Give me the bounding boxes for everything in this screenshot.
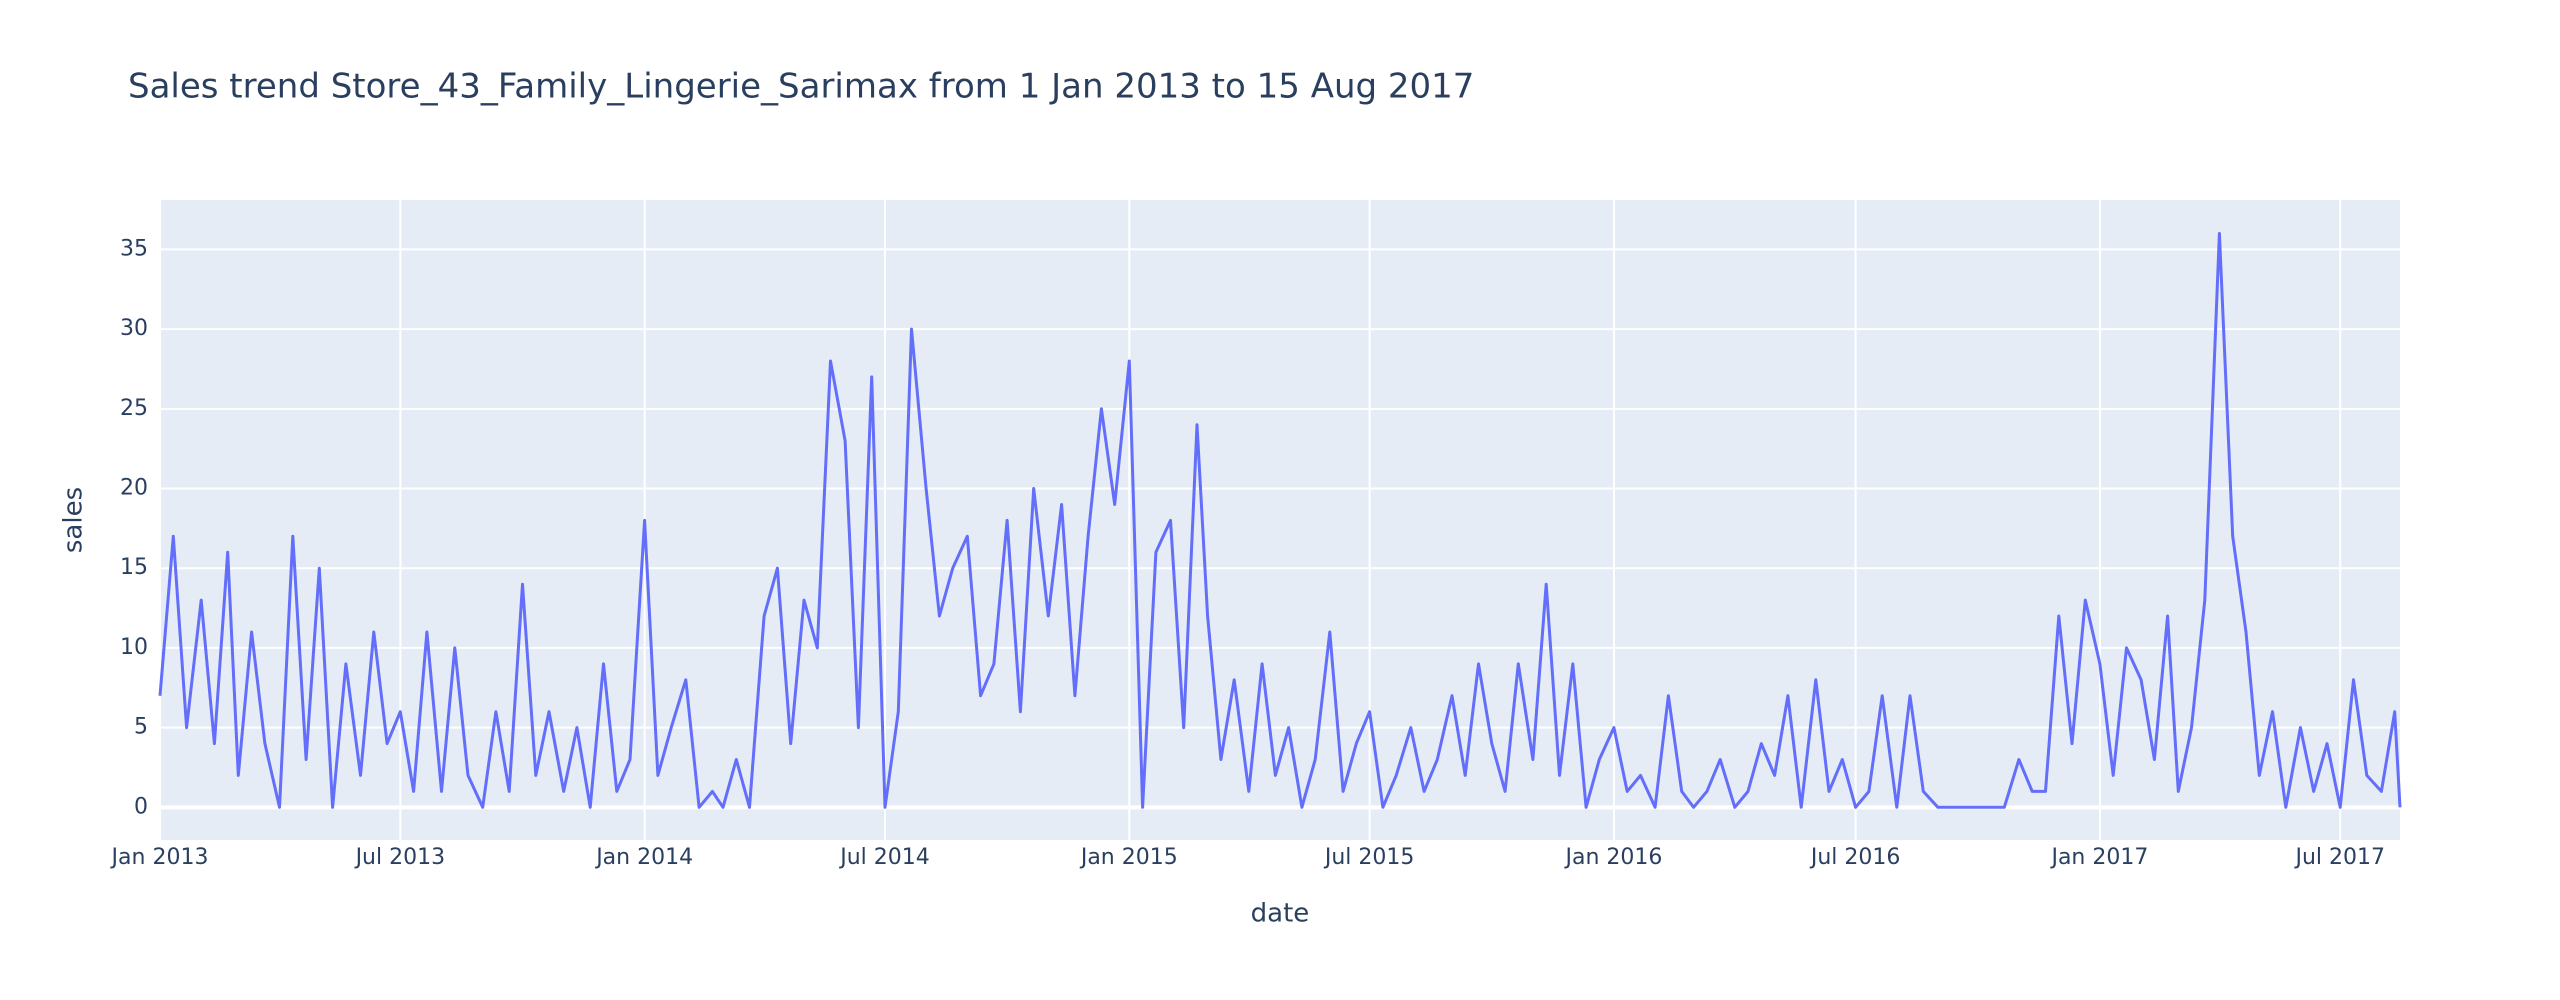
y-tick-label: 25 [120, 396, 148, 421]
x-tick-label: Jul 2015 [1323, 845, 1415, 870]
x-tick-label: Jul 2017 [2293, 845, 2385, 870]
y-tick-label: 5 [134, 715, 148, 740]
y-tick-label: 0 [134, 794, 148, 819]
sales-line [158, 232, 2402, 809]
x-tick-label: Jan 2014 [594, 845, 693, 870]
x-tick-label: Jul 2014 [838, 845, 930, 870]
x-tick-label: Jul 2013 [354, 845, 446, 870]
chart-title: Sales trend Store_43_Family_Lingerie_Sar… [128, 67, 1474, 107]
x-tick-label: Jan 2013 [110, 845, 209, 870]
x-tick-label: Jan 2015 [1079, 845, 1178, 870]
y-tick-label: 35 [120, 236, 148, 261]
y-axis-title: sales [59, 487, 89, 553]
x-tick-label: Jan 2017 [2049, 845, 2148, 870]
y-tick-label: 30 [120, 316, 148, 341]
x-tick-label: Jul 2016 [1809, 845, 1901, 870]
y-tick-label: 15 [120, 555, 148, 580]
y-tick-label: 20 [120, 476, 148, 501]
y-tick-label: 10 [120, 635, 148, 660]
plot-area [160, 200, 2400, 840]
x-tick-label: Jan 2016 [1563, 845, 1662, 870]
x-axis-title: date [1251, 899, 1310, 929]
